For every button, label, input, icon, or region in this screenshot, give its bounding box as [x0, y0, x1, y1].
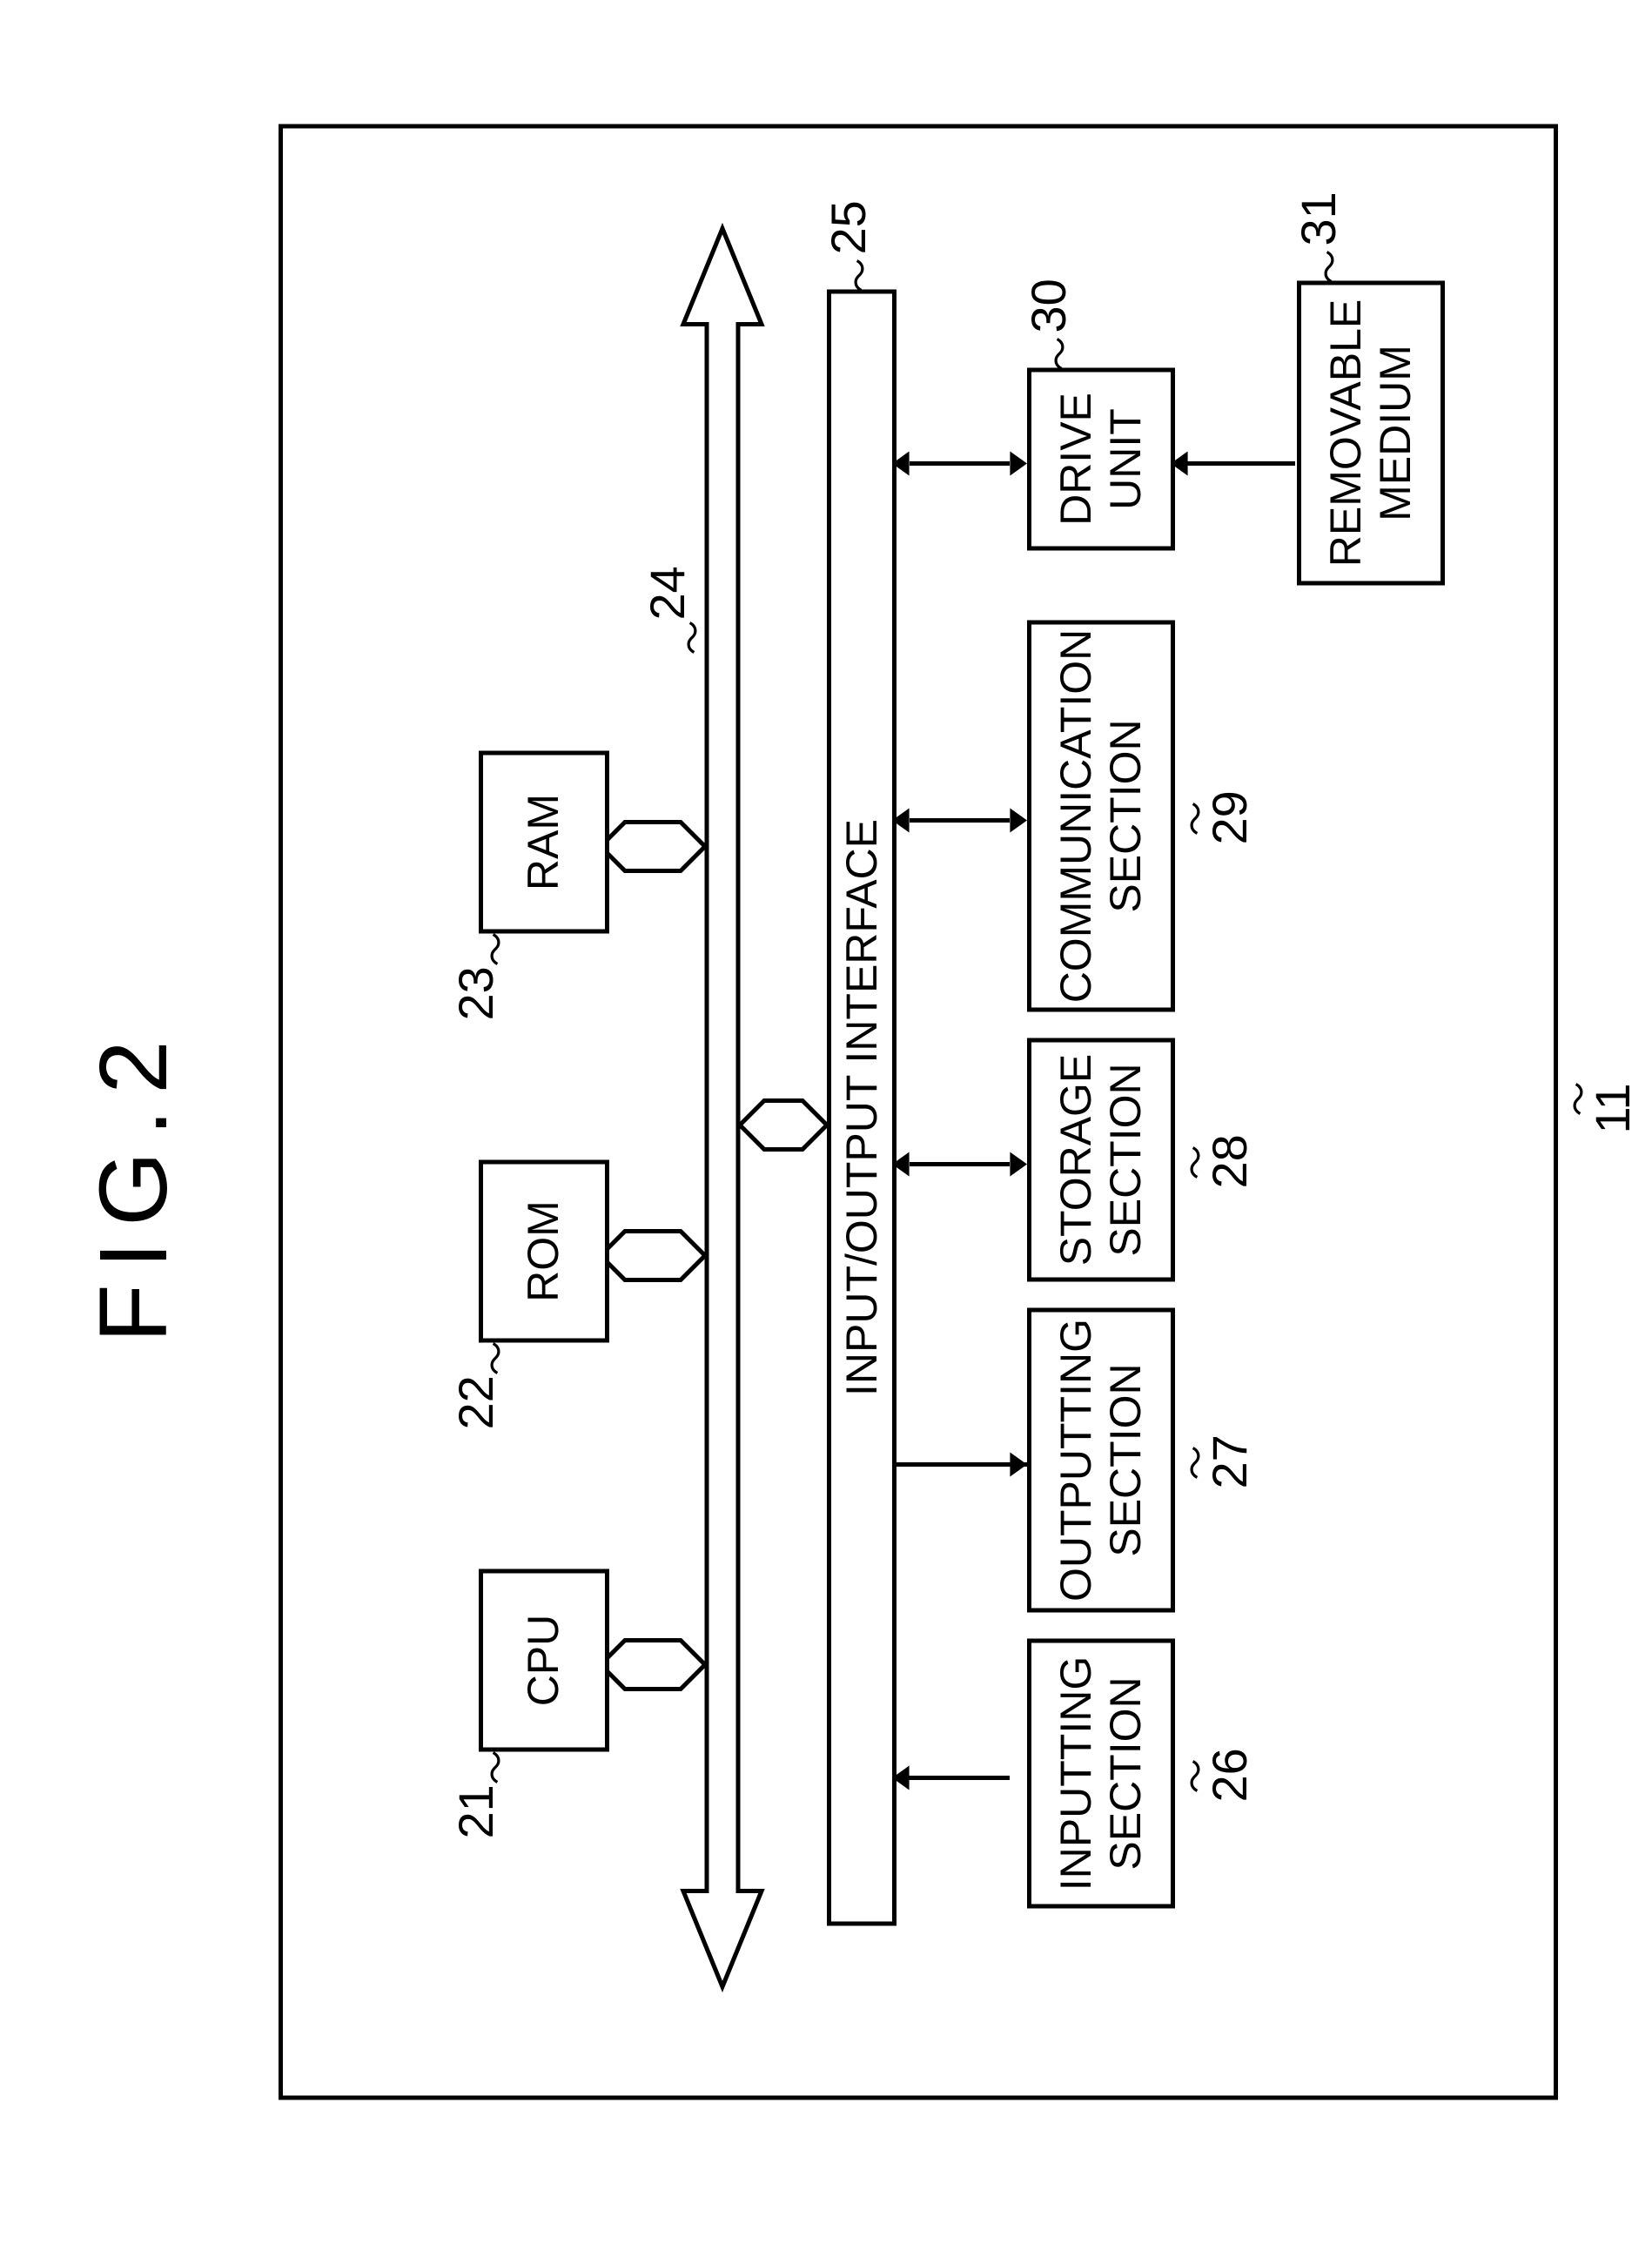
cpu-label: CPU	[519, 1615, 569, 1707]
ref-removable-medium: 31	[1290, 191, 1346, 245]
ref-outer: 11	[1584, 1083, 1641, 1133]
ref-ram: 23	[447, 966, 504, 1020]
removable-medium-block: REMOVABLEMEDIUM	[1297, 281, 1445, 586]
outputting-block: OUTPUTTINGSECTION	[1027, 1308, 1175, 1613]
ref-io-interface: 25	[820, 200, 876, 254]
ref-outputting: 27	[1201, 1434, 1258, 1488]
drive-label: DRIVEUNIT	[1051, 393, 1152, 526]
ref-cpu: 21	[447, 1784, 504, 1838]
ref-drive: 30	[1020, 279, 1077, 333]
ref-communication: 29	[1201, 790, 1258, 844]
outputting-label: OUTPUTTINGSECTION	[1051, 1319, 1152, 1602]
inputting-label: INPUTTINGSECTION	[1051, 1656, 1152, 1891]
inputting-block: INPUTTINGSECTION	[1027, 1639, 1175, 1909]
cpu-block: CPU	[479, 1569, 609, 1752]
rom-label: ROM	[519, 1200, 569, 1302]
communication-block: COMMUNICATIONSECTION	[1027, 621, 1175, 1012]
communication-label: COMMUNICATIONSECTION	[1051, 629, 1152, 1004]
ref-storage: 28	[1201, 1134, 1258, 1188]
drive-block: DRIVEUNIT	[1027, 368, 1175, 551]
ram-block: RAM	[479, 751, 609, 934]
storage-label: STORAGESECTION	[1051, 1054, 1152, 1266]
removable-medium-label: REMOVABLEMEDIUM	[1321, 299, 1421, 568]
figure-title: FIG.2	[78, 1024, 189, 1342]
rom-block: ROM	[479, 1160, 609, 1343]
ref-bus: 24	[639, 566, 695, 620]
io-interface-label: INPUT/OUTPUT INTERFACE	[836, 819, 887, 1396]
ram-label: RAM	[519, 794, 569, 890]
ref-rom: 22	[447, 1375, 504, 1429]
io-interface-bar: INPUT/OUTPUT INTERFACE	[827, 290, 897, 1926]
ref-inputting: 26	[1201, 1748, 1258, 1802]
storage-block: STORAGESECTION	[1027, 1038, 1175, 1282]
